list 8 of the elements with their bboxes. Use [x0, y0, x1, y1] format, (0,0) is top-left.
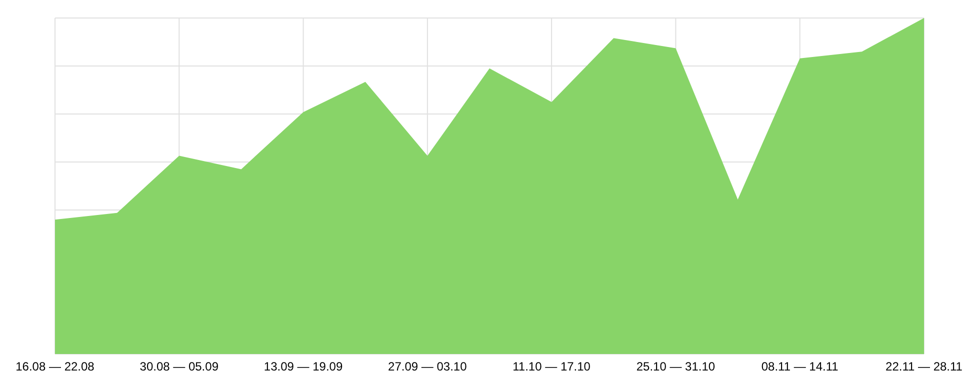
x-tick-label: 25.10 — 31.10	[636, 360, 716, 374]
x-tick-label: 11.10 — 17.10	[512, 360, 591, 374]
x-tick-label: 22.11 — 28.11	[886, 360, 963, 374]
x-tick-label: 30.08 — 05.09	[140, 360, 219, 374]
x-tick-label: 27.09 — 03.10	[388, 360, 468, 374]
x-tick-label: 13.09 — 19.09	[264, 360, 343, 374]
x-tick-label: 16.08 — 22.08	[16, 360, 95, 374]
x-tick-label: 08.11 — 14.11	[761, 360, 839, 374]
